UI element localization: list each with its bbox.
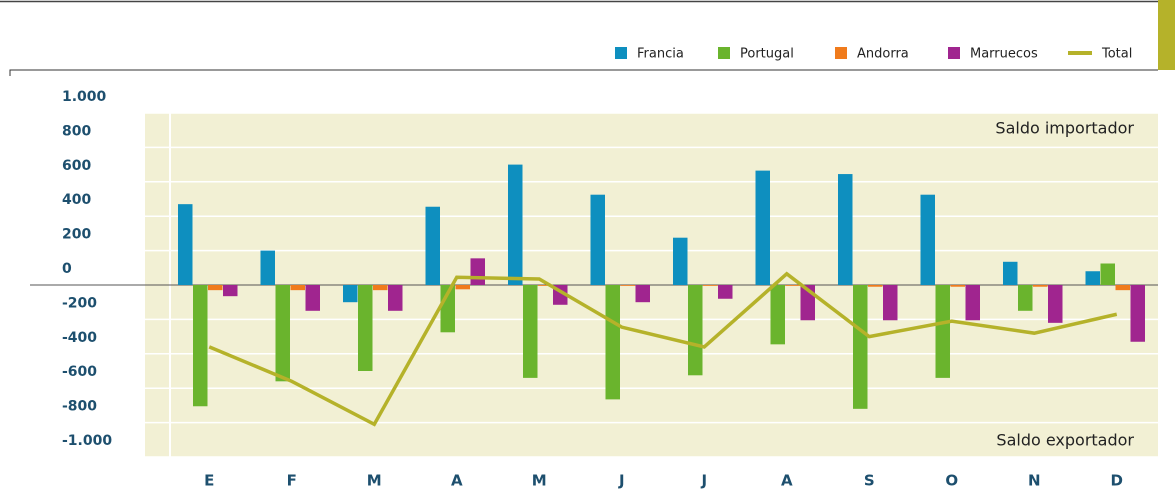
bar [290, 285, 305, 291]
bar [838, 174, 853, 285]
y-tick-label: 0 [62, 261, 72, 277]
legend-label: Portugal [740, 47, 794, 62]
y-tick-label: -800 [62, 399, 97, 415]
bar [590, 194, 605, 285]
legend-label: Marruecos [970, 47, 1038, 62]
bar [673, 237, 688, 285]
x-tick-label: M [532, 472, 547, 490]
bar [703, 285, 718, 286]
bar [1130, 285, 1145, 342]
bar [373, 285, 388, 291]
bar [178, 204, 193, 285]
bar [358, 285, 373, 371]
bar [883, 285, 898, 321]
y-tick-label: 200 [62, 227, 91, 243]
x-tick-label: J [618, 472, 625, 490]
bar [388, 285, 403, 311]
bar [1003, 261, 1018, 285]
bar [1085, 271, 1100, 285]
bar [538, 285, 553, 286]
total-line [208, 271, 1118, 427]
bar [755, 170, 770, 285]
y-tick-label: 400 [62, 192, 91, 208]
bar [305, 285, 320, 311]
legend-swatch [615, 47, 627, 59]
x-tick-label: E [204, 472, 214, 490]
bar [1018, 285, 1033, 311]
y-tick-label: 800 [62, 123, 91, 139]
x-tick-label: A [781, 472, 793, 490]
bar [508, 164, 523, 285]
legend-swatch [948, 47, 960, 59]
corner-tab [1158, 0, 1175, 70]
bar [1115, 285, 1130, 291]
x-tick-label: S [864, 472, 875, 490]
bar [260, 250, 275, 285]
bar [523, 285, 538, 378]
x-tick-label: M [367, 472, 382, 490]
legend-swatch [718, 47, 730, 59]
x-tick-label: A [451, 472, 463, 490]
bar [950, 285, 965, 287]
bar [1048, 285, 1063, 323]
legend-label: Andorra [857, 47, 909, 62]
bar [425, 206, 440, 285]
bar [920, 194, 935, 285]
y-tick-label: -400 [62, 330, 97, 346]
x-tick-label: J [700, 472, 707, 490]
bar [193, 285, 208, 407]
bar [208, 285, 223, 291]
y-tick-label: -200 [62, 295, 97, 311]
legend-label: Francia [637, 47, 684, 62]
bar [965, 285, 980, 321]
bar [620, 285, 635, 286]
bar [275, 285, 290, 382]
bar [470, 258, 485, 285]
bar [343, 285, 358, 303]
x-tick-label: F [287, 472, 297, 490]
y-tick-label: 600 [62, 158, 91, 174]
bar [935, 285, 950, 378]
x-tick-label: D [1111, 472, 1123, 490]
bar [605, 285, 620, 400]
annotation: Saldo importador [995, 119, 1134, 138]
bar [718, 285, 733, 299]
bar [688, 285, 703, 376]
bar [1033, 285, 1048, 287]
annotation: Saldo exportador [996, 431, 1134, 450]
legend-label: Total [1101, 47, 1132, 62]
y-tick-label: 1.000 [62, 89, 107, 105]
bar [868, 285, 883, 287]
y-tick-label: -1.000 [62, 433, 112, 449]
bar [770, 285, 785, 345]
bar [785, 285, 800, 286]
bar [853, 285, 868, 409]
bar [1100, 263, 1115, 285]
y-tick-label: -600 [62, 364, 97, 380]
legend-swatch [835, 47, 847, 59]
frame-rule [9, 69, 1158, 76]
x-tick-label: N [1028, 472, 1041, 490]
bar [223, 285, 238, 297]
bar [455, 285, 470, 290]
bar [635, 285, 650, 303]
x-tick-label: O [945, 472, 958, 490]
